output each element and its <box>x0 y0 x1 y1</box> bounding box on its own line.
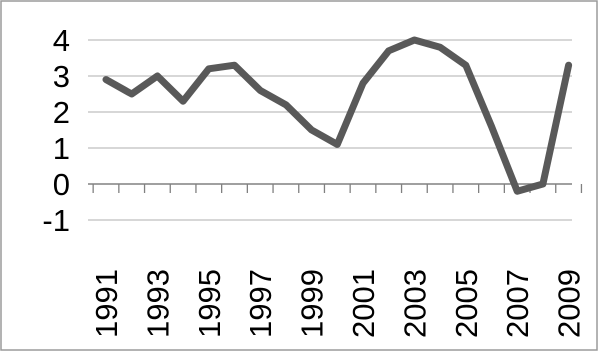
x-tick-label: 1997 <box>243 269 278 338</box>
y-tick-label: 1 <box>53 131 70 166</box>
y-tick-label: 4 <box>53 23 70 58</box>
y-tick-label: 0 <box>53 167 70 202</box>
y-tick-label: 3 <box>53 59 70 94</box>
x-tick-label: 1991 <box>89 269 124 338</box>
x-tick-label: 2007 <box>500 269 535 338</box>
x-tick-label: 2001 <box>346 269 381 338</box>
x-tick-label: 1993 <box>140 269 175 338</box>
y-tick-label: 2 <box>53 95 70 130</box>
x-tick-label: 2003 <box>397 269 432 338</box>
x-tick-label: 1995 <box>192 269 227 338</box>
y-tick-label: -1 <box>42 203 70 238</box>
x-tick-label: 1999 <box>295 269 330 338</box>
x-tick-label: 2009 <box>552 269 587 338</box>
x-tick-label: 2005 <box>449 269 484 338</box>
